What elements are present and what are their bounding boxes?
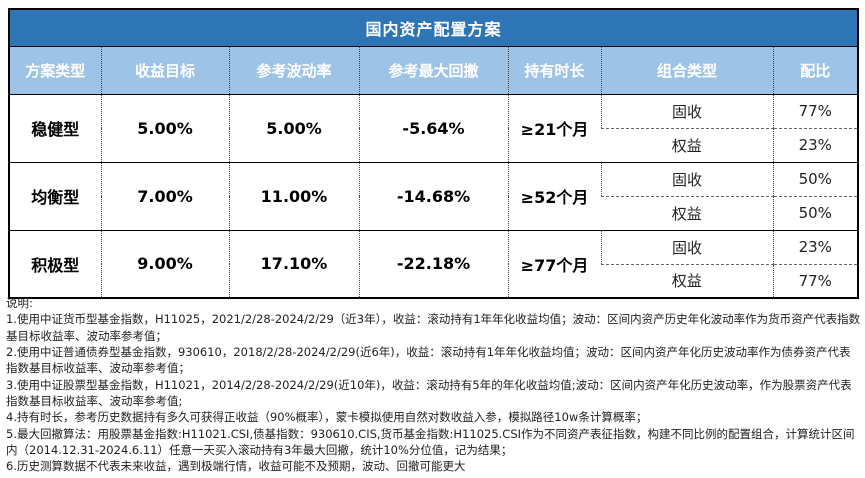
ratio-value: 23% — [772, 127, 859, 162]
ratio-value: 50% — [772, 161, 859, 196]
volatility: 11.00% — [228, 161, 359, 230]
table-row: 权益 77% — [9, 263, 859, 298]
table-title-row: 国内资产配置方案 — [9, 9, 859, 47]
ratio-value: 50% — [772, 195, 859, 230]
plan-name: 稳健型 — [9, 93, 101, 162]
footnotes: 说明: 1.使用中证货币型基金指数，H11025，2021/2/28-2024/… — [6, 295, 862, 475]
max-drawdown: -22.18% — [358, 229, 508, 298]
table-row: 稳健型 5.00% 5.00% -5.64% ≥21个月 固收 77% — [9, 93, 859, 162]
note-item-1: 1.使用中证货币型基金指数，H11025，2021/2/28-2024/2/29… — [6, 312, 861, 343]
portfolio-type: 权益 — [601, 195, 773, 230]
note-item-5: 5.最大回撤算法：用股票基金指数:H11021.CSI,债基指数：930610.… — [6, 426, 855, 457]
plan-name: 均衡型 — [9, 161, 101, 230]
header-max-drawdown: 参考最大回撤 — [358, 46, 508, 95]
note-item-4: 4.持有时长，参考历史数据持有多久可获得正收益（90%概率），蒙卡模拟使用自然对… — [6, 410, 648, 425]
notes-label: 说明: — [6, 296, 33, 310]
portfolio-type: 权益 — [601, 263, 773, 298]
ratio-value: 77% — [772, 263, 859, 298]
plan-name: 积极型 — [9, 229, 101, 298]
header-holding-period: 持有时长 — [507, 46, 601, 95]
return-target: 9.00% — [100, 229, 229, 298]
portfolio-type: 固收 — [600, 161, 773, 196]
header-return-target: 收益目标 — [100, 46, 229, 95]
note-item-3: 3.使用中证股票型基金指数，H11021，2014/2/28-2024/2/29… — [6, 377, 852, 408]
max-drawdown: -14.68% — [358, 161, 508, 230]
ratio-value: 77% — [772, 93, 859, 128]
header-plan-type: 方案类型 — [9, 46, 101, 95]
holding-period: ≥21个月 — [507, 93, 601, 162]
return-target: 7.00% — [100, 161, 229, 230]
page-title: 国内资产配置方案 — [9, 9, 859, 47]
asset-allocation-table: 国内资产配置方案 方案类型 收益目标 参考波动率 参考最大回撤 持有时长 组合类… — [8, 8, 860, 299]
portfolio-type: 权益 — [601, 127, 773, 162]
holding-period: ≥52个月 — [507, 161, 601, 230]
portfolio-type: 固收 — [600, 229, 773, 264]
table-row: 均衡型 7.00% 11.00% -14.68% ≥52个月 固收 50% — [9, 161, 859, 230]
volatility: 17.10% — [228, 229, 359, 298]
return-target: 5.00% — [100, 93, 229, 162]
table-header-row: 方案类型 收益目标 参考波动率 参考最大回撤 持有时长 组合类型 配比 — [9, 46, 859, 95]
note-item-2: 2.使用中证普通债券型基金指数，930610，2018/2/28-2024/2/… — [6, 344, 851, 376]
portfolio-type: 固收 — [600, 93, 773, 128]
ratio-value: 23% — [772, 229, 859, 264]
table-row: 权益 23% — [9, 127, 859, 162]
header-portfolio-type: 组合类型 — [600, 46, 773, 95]
holding-period: ≥77个月 — [507, 229, 601, 298]
volatility: 5.00% — [228, 93, 359, 162]
header-volatility: 参考波动率 — [228, 46, 359, 95]
note-item-6: 6.历史测算数据不代表未来收益，遇到极端行情，收益可能不及预期，波动、回撤可能更… — [6, 459, 466, 474]
header-ratio: 配比 — [772, 46, 859, 95]
table-row: 积极型 9.00% 17.10% -22.18% ≥77个月 固收 23% — [9, 229, 859, 298]
max-drawdown: -5.64% — [358, 93, 508, 162]
table-row: 权益 50% — [9, 195, 859, 230]
